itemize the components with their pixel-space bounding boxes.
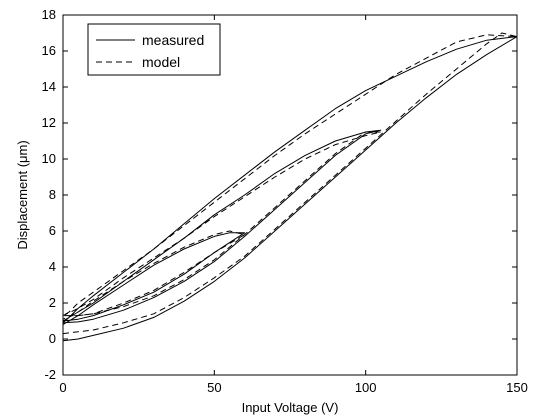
legend: measured model xyxy=(87,23,221,76)
x-tick-label: 50 xyxy=(207,380,221,395)
series-measured xyxy=(62,36,518,342)
y-tick-label: 10 xyxy=(42,151,56,166)
y-tick-label: 8 xyxy=(49,187,56,202)
legend-entry-model: model xyxy=(142,54,180,70)
y-tick-label: -2 xyxy=(44,367,56,382)
y-tick-label: 6 xyxy=(49,223,56,238)
series-model xyxy=(62,32,518,335)
y-tick-label: 0 xyxy=(49,331,56,346)
x-tick-label: 0 xyxy=(59,380,66,395)
y-tick-label: 16 xyxy=(42,43,56,58)
y-tick-label: 2 xyxy=(49,295,56,310)
y-axis-label: Displacement (μm) xyxy=(15,140,30,249)
legend-entry-measured: measured xyxy=(142,32,204,48)
y-tick-label: 12 xyxy=(42,115,56,130)
y-tick-label: 18 xyxy=(42,7,56,22)
x-tick-label: 150 xyxy=(506,380,528,395)
y-tick-label: 14 xyxy=(42,79,56,94)
y-tick-label: 4 xyxy=(49,259,56,274)
x-tick-label: 100 xyxy=(355,380,377,395)
series-layer xyxy=(62,32,518,342)
x-axis-label: Input Voltage (V) xyxy=(242,400,339,415)
legend-box xyxy=(87,23,221,76)
